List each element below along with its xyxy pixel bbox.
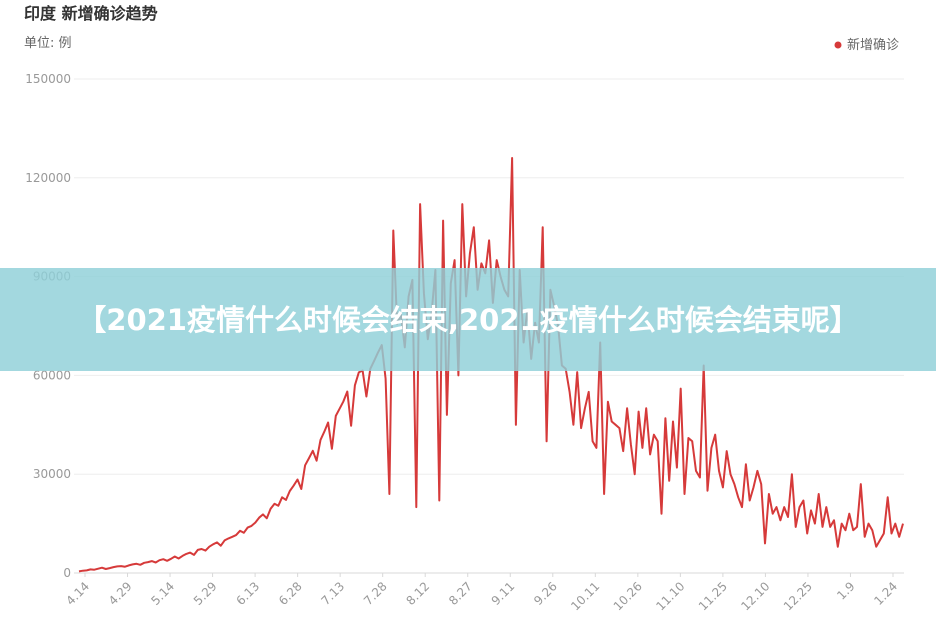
x-tick-label: 12.25 [781,579,815,613]
x-tick-label: 1.9 [834,579,857,602]
x-tick-label: 7.13 [318,579,347,608]
x-tick-label: 4.14 [63,579,92,608]
x-tick-label: 11.10 [653,579,687,613]
x-tick-label: 5.14 [148,579,177,608]
legend-marker [834,41,842,49]
y-tick-label: 0 [63,566,71,580]
y-tick-label: 60000 [33,368,71,382]
x-axis: 4.14 4.29 5.14 5.29 6.13 6.28 7.13 7.28 8.12 8.27… [63,573,900,613]
y-tick-label: 30000 [33,467,71,481]
y-tick-label: 120000 [25,171,71,185]
chart-title: 印度 新增确诊趋势 [24,4,158,23]
y-tick-label: 150000 [25,72,71,86]
x-tick-label: 10.11 [568,579,602,613]
x-tick-label: 12.10 [738,579,772,613]
x-tick-label: 11.25 [696,579,730,613]
x-tick-label: 1.24 [871,579,900,608]
x-tick-label: 10.26 [611,579,645,613]
x-tick-label: 8.12 [404,579,433,608]
legend[interactable]: 新增确诊 [834,37,900,53]
x-tick-label: 9.11 [489,579,518,608]
unit-label: 单位: 例 [24,36,72,51]
x-tick-label: 7.28 [361,579,390,608]
legend-label: 新增确诊 [847,37,899,53]
x-tick-label: 4.29 [106,579,135,608]
x-tick-label: 6.13 [233,579,262,608]
x-tick-label: 5.29 [191,579,220,608]
x-tick-label: 8.27 [446,579,475,608]
x-tick-label: 9.26 [531,579,560,608]
banner-text: 【2021疫情什么时候会结束,2021疫情什么时候会结束呢】 [77,302,859,337]
title-banner: 【2021疫情什么时候会结束,2021疫情什么时候会结束呢】 [0,268,936,371]
x-tick-label: 6.28 [276,579,305,608]
